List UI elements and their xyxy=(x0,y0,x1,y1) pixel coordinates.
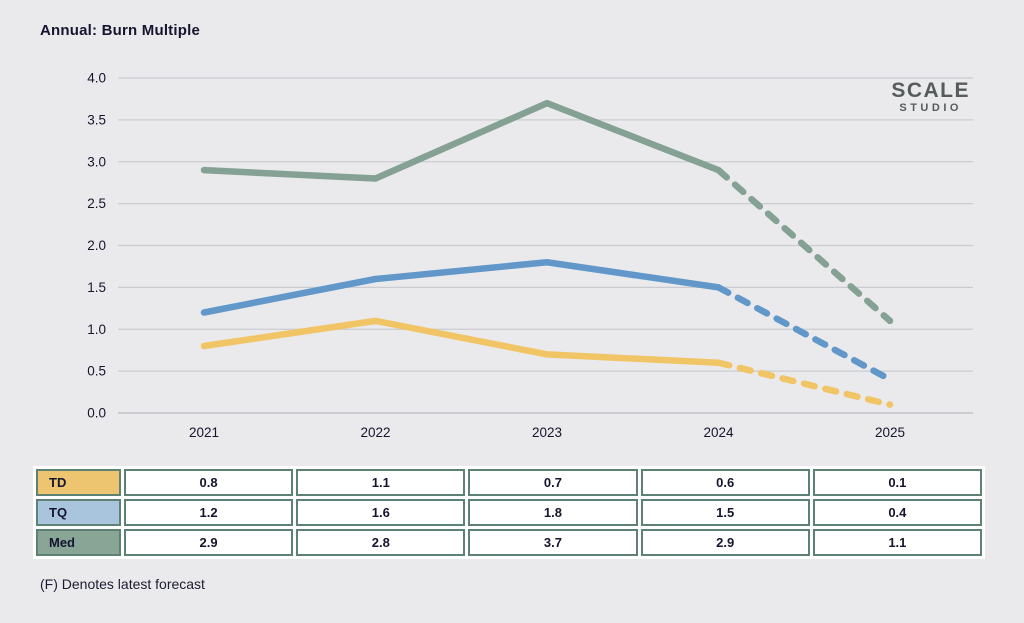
logo-subtitle: STUDIO xyxy=(899,102,962,114)
table-row-td: TD 0.8 1.1 0.7 0.6 0.1 xyxy=(36,469,982,496)
data-table: TD 0.8 1.1 0.7 0.6 0.1 TQ 1.2 1.6 1.8 1.… xyxy=(33,466,985,559)
series-line-td xyxy=(200,317,722,366)
y-axis-tick-label: 2.5 xyxy=(87,196,106,211)
y-axis-tick-label: 0.5 xyxy=(87,364,106,379)
value-cell: 2.9 xyxy=(640,529,810,556)
value-cell: 0.1 xyxy=(812,469,982,496)
value-cell: 1.2 xyxy=(124,499,294,526)
value-cell: 3.7 xyxy=(468,529,638,556)
table-row-tq: TQ 1.2 1.6 1.8 1.5 0.4 xyxy=(36,499,982,526)
y-axis-tick-label: 3.0 xyxy=(87,154,106,169)
y-axis-tick-label: 4.0 xyxy=(87,71,106,86)
value-cell: 0.4 xyxy=(812,499,982,526)
forecast-footnote: (F) Denotes latest forecast xyxy=(40,576,205,592)
burn-multiple-chart: 4.0 3.5 3.0 2.5 2.0 1.5 1.0 0.5 0.0 2021 2022 2023 2… xyxy=(0,55,1024,455)
x-axis-tick-label: 2025 xyxy=(875,425,905,440)
row-label-cell: TQ xyxy=(36,499,121,526)
value-cell: 1.6 xyxy=(296,499,466,526)
value-cell: 0.7 xyxy=(468,469,638,496)
y-axis-tick-label: 0.0 xyxy=(87,406,106,421)
row-label-cell: TD xyxy=(36,469,121,496)
series-line-med xyxy=(200,99,722,182)
value-cell: 2.8 xyxy=(296,529,466,556)
page-title: Annual: Burn Multiple xyxy=(40,22,201,39)
series-line-med-forecast xyxy=(715,166,894,325)
y-axis-tick-label: 2.0 xyxy=(87,238,106,253)
value-cell: 0.8 xyxy=(124,469,294,496)
logo-wordmark: SCALE xyxy=(891,79,970,102)
row-label-cell: Med xyxy=(36,529,121,556)
x-axis-tick-label: 2022 xyxy=(360,425,390,440)
series-line-tq xyxy=(200,259,722,316)
y-axis-tick-label: 3.5 xyxy=(87,112,106,127)
y-axis-tick-label: 1.0 xyxy=(87,322,106,337)
table-row-med: Med 2.9 2.8 3.7 2.9 1.1 xyxy=(36,529,982,556)
x-axis-tick-label: 2021 xyxy=(189,425,219,440)
line-chart-canvas: 4.0 3.5 3.0 2.5 2.0 1.5 1.0 0.5 0.0 2021 2022 2023 2… xyxy=(87,71,973,440)
x-axis-tick-label: 2024 xyxy=(703,425,734,440)
scale-studio-logo: SCALE STUDIO xyxy=(891,80,970,115)
value-cell: 1.8 xyxy=(468,499,638,526)
x-axis-tick-label: 2023 xyxy=(532,425,562,440)
value-cell: 1.1 xyxy=(296,469,466,496)
value-cell: 2.9 xyxy=(124,529,294,556)
value-cell: 0.6 xyxy=(640,469,810,496)
series-line-td-forecast xyxy=(715,359,894,408)
y-axis-tick-label: 1.5 xyxy=(87,280,106,295)
value-cell: 1.5 xyxy=(640,499,810,526)
value-cell: 1.1 xyxy=(812,529,982,556)
series-line-tq-forecast xyxy=(715,284,894,383)
